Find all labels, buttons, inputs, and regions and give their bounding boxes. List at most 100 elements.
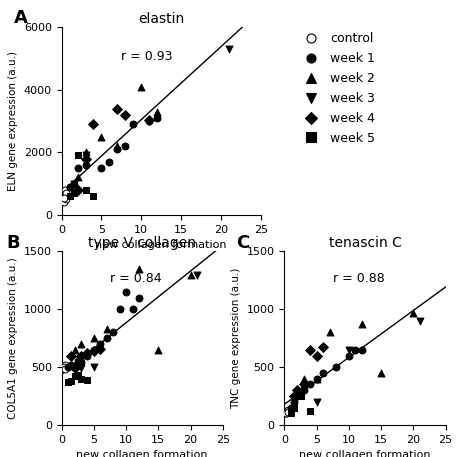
- Point: [62, 189, 69, 197]
- X-axis label: new collagen formation
(% new collagen): new collagen formation (% new collagen): [95, 240, 227, 262]
- Point: [90, 346, 98, 353]
- Point: [70, 180, 77, 187]
- Point: [77, 340, 85, 348]
- Text: B: B: [7, 234, 20, 252]
- Point: [135, 265, 143, 272]
- Point: [71, 363, 78, 371]
- Point: [74, 165, 82, 172]
- Point: [74, 186, 82, 193]
- Point: [293, 393, 301, 400]
- Point: [283, 410, 290, 417]
- Legend: control, week 1, week 2, week 3, week 4, week 5: control, week 1, week 2, week 3, week 4,…: [293, 27, 380, 150]
- Point: [284, 406, 292, 414]
- Point: [283, 409, 291, 416]
- Point: [62, 366, 69, 373]
- Point: [61, 186, 69, 193]
- Point: [90, 335, 98, 342]
- Point: [64, 378, 72, 386]
- Title: type V collagen: type V collagen: [88, 236, 196, 250]
- Point: [66, 183, 73, 191]
- Point: [154, 114, 161, 122]
- Point: [154, 108, 161, 116]
- Point: [319, 344, 327, 351]
- Point: [293, 393, 301, 400]
- Point: [77, 359, 85, 366]
- Point: [284, 408, 292, 415]
- Point: [225, 46, 233, 53]
- Point: [287, 404, 295, 411]
- Point: [106, 158, 113, 165]
- Point: [61, 361, 69, 368]
- Point: [60, 363, 67, 371]
- Title: elastin: elastin: [138, 12, 184, 26]
- Point: [71, 346, 78, 353]
- Point: [313, 375, 320, 383]
- Point: [416, 317, 424, 324]
- Point: [284, 408, 292, 415]
- Point: [129, 306, 137, 313]
- Point: [290, 393, 298, 400]
- Point: [82, 155, 89, 162]
- Point: [345, 352, 353, 359]
- Point: [287, 410, 295, 417]
- Point: [306, 381, 314, 388]
- Point: [146, 116, 153, 123]
- Point: [297, 393, 304, 400]
- Point: [66, 192, 73, 200]
- Point: [82, 186, 89, 193]
- Title: tenascin C: tenascin C: [328, 236, 401, 250]
- Point: [306, 408, 314, 415]
- Point: [70, 189, 77, 197]
- Point: [377, 369, 385, 377]
- Text: r = 0.93: r = 0.93: [121, 50, 173, 63]
- Y-axis label: ELN gene expression (a.u.): ELN gene expression (a.u.): [8, 51, 18, 191]
- Point: [67, 377, 75, 385]
- Point: [71, 365, 78, 372]
- X-axis label: new collagen formation
(% new collagen): new collagen formation (% new collagen): [299, 450, 431, 457]
- Point: [60, 194, 68, 201]
- Point: [283, 409, 290, 416]
- Point: [61, 362, 69, 370]
- Point: [82, 152, 89, 159]
- Point: [63, 192, 70, 200]
- Point: [155, 346, 162, 353]
- Point: [129, 121, 137, 128]
- Point: [83, 350, 91, 357]
- Point: [98, 165, 105, 172]
- Point: [74, 152, 82, 159]
- Point: [114, 146, 121, 153]
- Point: [116, 306, 123, 313]
- Point: [90, 121, 97, 128]
- Point: [293, 387, 301, 394]
- Point: [313, 352, 320, 359]
- Point: [193, 271, 201, 278]
- Point: [121, 143, 129, 150]
- Y-axis label: TNC gene expression (a.u.): TNC gene expression (a.u.): [231, 267, 241, 409]
- Point: [137, 83, 145, 90]
- X-axis label: new collagen formation
(% new collagen): new collagen formation (% new collagen): [76, 450, 208, 457]
- Point: [90, 192, 97, 200]
- Point: [64, 363, 72, 371]
- Point: [83, 352, 91, 359]
- Point: [109, 329, 117, 336]
- Point: [77, 365, 85, 372]
- Point: [358, 321, 365, 328]
- Point: [103, 325, 110, 333]
- Point: [332, 363, 340, 371]
- Point: [313, 398, 320, 405]
- Text: C: C: [236, 234, 249, 252]
- Point: [114, 105, 121, 112]
- Text: r = 0.84: r = 0.84: [110, 272, 162, 285]
- Point: [67, 361, 75, 368]
- Point: [74, 358, 82, 365]
- Point: [74, 372, 82, 379]
- Point: [97, 340, 104, 348]
- Point: [345, 346, 353, 353]
- Point: [62, 196, 69, 203]
- Point: [114, 143, 121, 150]
- Point: [77, 375, 85, 383]
- Point: [90, 363, 98, 371]
- Point: [90, 347, 98, 355]
- Point: [70, 180, 77, 187]
- Point: [98, 133, 105, 140]
